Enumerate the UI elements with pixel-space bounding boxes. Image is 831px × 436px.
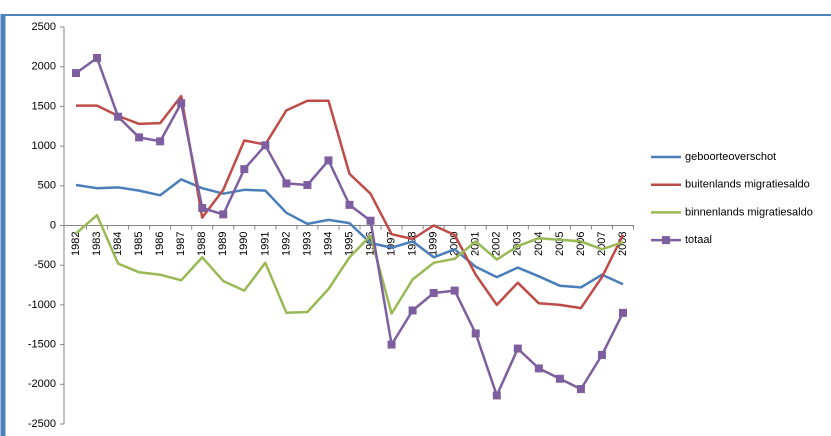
y-tick-label: 0 <box>50 219 56 231</box>
x-tick-label: 1989 <box>217 232 229 256</box>
y-tick-label: -1500 <box>28 339 56 351</box>
series-line <box>75 178 624 289</box>
series-marker <box>219 210 228 219</box>
y-tick-label: -2000 <box>28 378 56 390</box>
series-marker <box>198 204 207 213</box>
x-tick-label: 1984 <box>112 232 124 256</box>
legend-label: totaal <box>685 234 712 246</box>
x-tick-label: 2001 <box>470 232 482 256</box>
x-tick-label: 1995 <box>343 232 355 256</box>
series-marker <box>324 156 333 165</box>
x-tick-label: 2003 <box>512 232 524 256</box>
x-tick-label: 1983 <box>91 232 103 256</box>
x-tick-label: 1999 <box>428 232 440 256</box>
x-tick-label: 1994 <box>322 232 334 256</box>
legend-label: buitenlands migratiesaldo <box>685 179 810 191</box>
x-tick-label: 2004 <box>533 232 545 256</box>
series-marker <box>261 141 270 150</box>
series-line <box>76 94 625 310</box>
series-marker <box>555 374 564 383</box>
legend-label: geboorteoverschot <box>685 151 776 163</box>
series-marker <box>450 286 459 295</box>
series-marker <box>492 391 501 400</box>
x-tick-label: 1986 <box>154 232 166 256</box>
series-line <box>75 213 624 315</box>
x-tick-label: 2007 <box>596 232 608 256</box>
y-tick-label: -500 <box>34 259 56 271</box>
x-tick-label: 1991 <box>259 232 271 256</box>
x-tick-label: 1993 <box>301 232 313 256</box>
y-tick-label: -2500 <box>28 418 56 430</box>
y-tick-label: -1000 <box>28 299 56 311</box>
series-marker <box>576 385 585 394</box>
x-tick-label: 1985 <box>133 232 145 256</box>
x-tick-label: 1997 <box>385 232 397 256</box>
series-marker <box>240 165 249 174</box>
series-marker <box>135 133 144 142</box>
x-tick-label: 2002 <box>491 232 503 256</box>
series-marker <box>156 137 165 146</box>
y-tick-label: 1000 <box>32 140 56 152</box>
x-tick-label: 2005 <box>554 232 566 256</box>
x-tick-label: 1992 <box>280 232 292 256</box>
legend-label: binnenlands migratiesaldo <box>685 206 813 218</box>
series-marker <box>534 364 543 373</box>
series-marker <box>619 308 627 317</box>
y-tick-label: 500 <box>38 180 56 192</box>
series-marker <box>513 344 522 353</box>
legend-marker <box>662 236 670 245</box>
series-marker <box>471 329 480 338</box>
y-tick-label: 1500 <box>32 100 56 112</box>
y-tick-label: 2500 <box>32 21 56 33</box>
x-tick-label: 2006 <box>575 232 587 256</box>
series-marker <box>282 179 291 188</box>
x-tick-label: 2008 <box>617 232 629 256</box>
series-marker <box>597 350 606 359</box>
series-marker <box>303 181 312 190</box>
x-tick-label: 1982 <box>70 232 82 256</box>
series-marker <box>408 306 417 315</box>
series-marker <box>114 112 123 121</box>
y-tick-label: 2000 <box>32 61 56 73</box>
series-marker <box>366 216 375 225</box>
series-marker <box>345 200 354 209</box>
series-marker <box>177 99 186 108</box>
series-marker <box>387 340 396 349</box>
x-tick-label: 1987 <box>175 232 187 256</box>
series-marker <box>93 53 102 62</box>
x-tick-label: 1988 <box>196 232 208 256</box>
x-tick-label: 1990 <box>238 231 250 255</box>
series-marker <box>72 69 80 78</box>
series-marker <box>429 288 438 297</box>
